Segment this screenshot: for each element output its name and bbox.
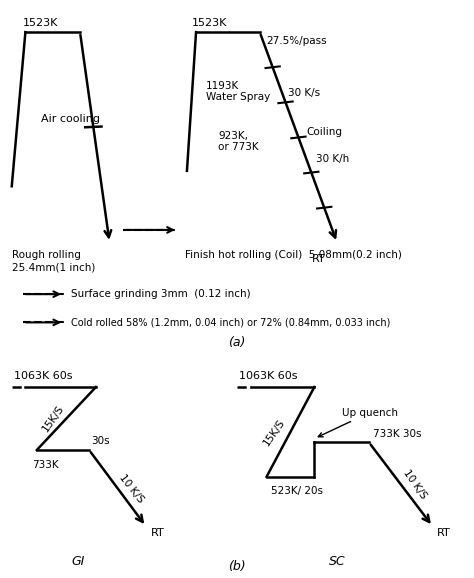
Text: RT: RT <box>312 254 326 264</box>
Text: 1523K: 1523K <box>191 18 227 28</box>
Text: Coiling: Coiling <box>307 127 343 136</box>
Text: Finish hot rolling (Coil)  5.08mm(0.2 inch): Finish hot rolling (Coil) 5.08mm(0.2 inc… <box>185 250 401 261</box>
Text: (b): (b) <box>228 560 246 573</box>
Text: 1193K
Water Spray: 1193K Water Spray <box>206 81 270 102</box>
Text: 1063K 60s: 1063K 60s <box>239 371 298 381</box>
Text: Surface grinding 3mm  (0.12 inch): Surface grinding 3mm (0.12 inch) <box>71 289 251 299</box>
Text: 733K: 733K <box>32 460 59 469</box>
Text: 30 K/s: 30 K/s <box>288 88 319 98</box>
Text: RT: RT <box>151 528 164 538</box>
Text: 30s: 30s <box>91 436 110 446</box>
Text: 923K,
or 773K: 923K, or 773K <box>218 131 259 153</box>
Text: 30 K/h: 30 K/h <box>316 154 349 165</box>
Text: Air cooling: Air cooling <box>41 114 100 124</box>
Text: Rough rolling
25.4mm(1 inch): Rough rolling 25.4mm(1 inch) <box>12 250 95 272</box>
Text: 27.5%/pass: 27.5%/pass <box>266 36 327 46</box>
Text: SC: SC <box>329 555 346 568</box>
Text: 523K/ 20s: 523K/ 20s <box>271 486 323 497</box>
Text: 1063K 60s: 1063K 60s <box>14 371 73 381</box>
Text: 1523K: 1523K <box>23 18 58 28</box>
Text: Up quench: Up quench <box>318 407 398 437</box>
Text: (a): (a) <box>228 335 246 349</box>
Text: 10 K/S: 10 K/S <box>401 468 428 501</box>
Text: 733K 30s: 733K 30s <box>373 428 421 439</box>
Text: GI: GI <box>71 555 84 568</box>
Text: 10 K/S: 10 K/S <box>117 472 146 505</box>
Text: RT: RT <box>437 528 451 538</box>
Text: Cold rolled 58% (1.2mm, 0.04 inch) or 72% (0.84mm, 0.033 inch): Cold rolled 58% (1.2mm, 0.04 inch) or 72… <box>71 317 390 327</box>
Text: 15K/S: 15K/S <box>40 403 65 434</box>
Text: 15K/S: 15K/S <box>262 417 287 447</box>
